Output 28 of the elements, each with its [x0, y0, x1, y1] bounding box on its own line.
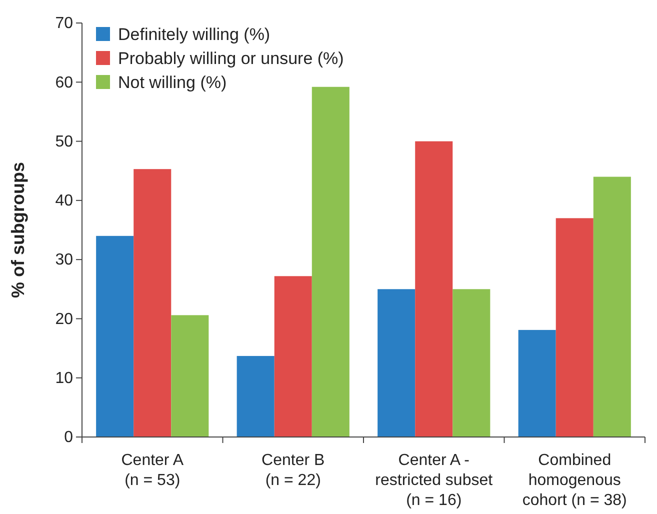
y-axis-title: % of subgroups: [8, 162, 28, 298]
y-tick-label: 30: [55, 252, 74, 269]
x-tick-label: Center A - restricted subset (n = 16): [375, 452, 494, 509]
bar: [274, 276, 312, 437]
y-tick-label: 0: [64, 429, 74, 446]
bar: [96, 236, 134, 437]
bar: [378, 289, 416, 437]
bar: [593, 176, 631, 437]
x-tick-label: Center B (n = 22): [262, 452, 325, 489]
y-tick-label: 20: [55, 310, 74, 328]
legend-label: Not willing (%): [118, 73, 227, 92]
y-tick-label: 40: [55, 192, 74, 210]
y-tick-label: 50: [55, 133, 74, 150]
y-tick-label: 60: [55, 74, 74, 92]
bar: [452, 289, 490, 437]
bar: [312, 86, 350, 437]
x-tick-label: Center A (n = 53): [121, 452, 184, 489]
bar: [134, 169, 172, 437]
y-tick-label: 10: [55, 370, 74, 387]
bar: [171, 315, 209, 437]
bar: [236, 356, 274, 437]
y-tick-label: 70: [55, 15, 74, 32]
bar: [415, 141, 453, 437]
bar: [556, 218, 594, 437]
legend-label: Probably willing or unsure (%): [118, 49, 344, 68]
x-tick-label: Combined homogenous cohort (n = 38): [522, 452, 627, 509]
bar: [518, 330, 556, 437]
legend-label: Definitely willing (%): [118, 25, 270, 44]
